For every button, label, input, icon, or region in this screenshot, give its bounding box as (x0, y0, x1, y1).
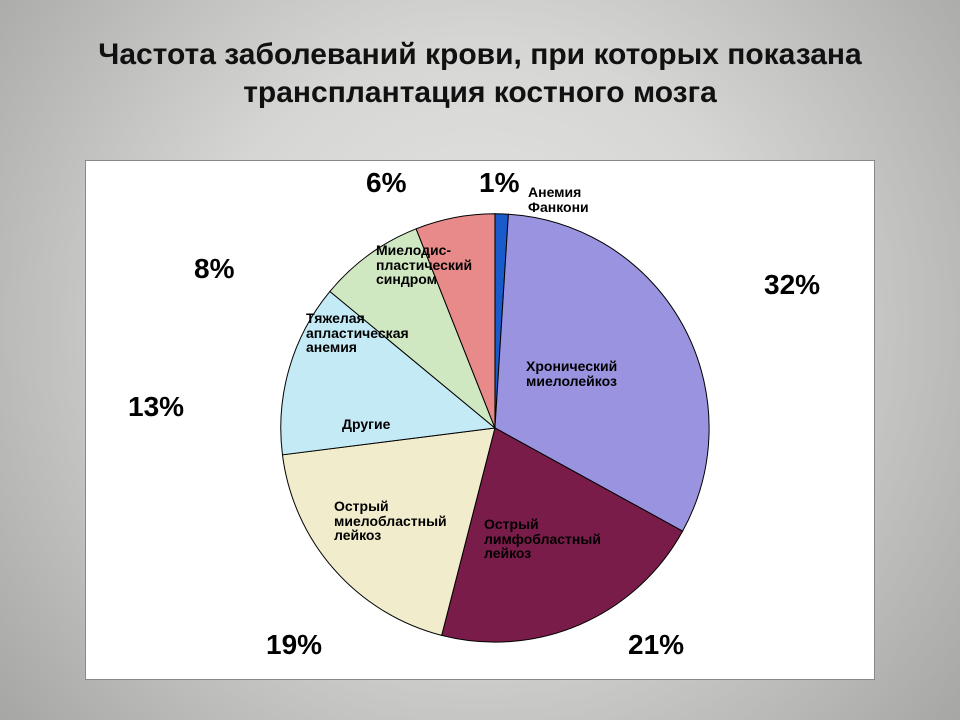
slice-label: Острыймиелобластныйлейкоз (334, 499, 447, 543)
slice-label: Хроническиймиелолейкоз (526, 359, 617, 388)
slice-label: Острыйлимфобластныйлейкоз (484, 517, 601, 561)
slice-label: Другие (342, 417, 390, 432)
pie-chart-svg (86, 161, 874, 679)
pie-chart-frame: 1% АнемияФанкони 32% Хроническиймиелолейкоз… (85, 160, 875, 680)
page-title: Частота заболеваний крови, при которых п… (0, 36, 960, 111)
pct-label: 13% (128, 391, 184, 423)
pct-label: 21% (628, 629, 684, 661)
pct-label: 19% (266, 629, 322, 661)
pct-label: 8% (194, 253, 234, 285)
pct-label: 6% (366, 167, 406, 199)
slice-label: Миелодис-пластическийсиндром (376, 243, 472, 287)
slice-label: Тяжелаяапластическаяанемия (306, 311, 409, 355)
pct-label: 1% (479, 167, 519, 199)
slice-label: АнемияФанкони (528, 185, 589, 214)
title-line-1: Частота заболеваний крови, при которых п… (98, 38, 862, 71)
pct-label: 32% (764, 269, 820, 301)
slide-root: Частота заболеваний крови, при которых п… (0, 0, 960, 720)
title-line-2: трансплантация костного мозга (243, 76, 717, 109)
